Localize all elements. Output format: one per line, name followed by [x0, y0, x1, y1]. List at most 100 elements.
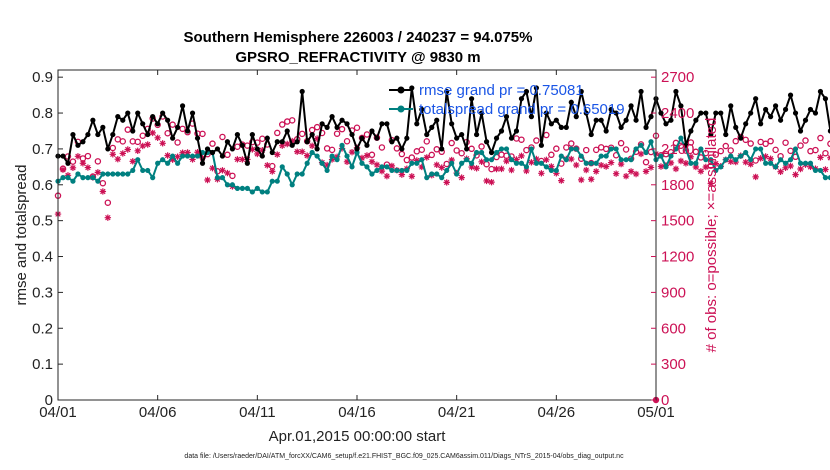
chart-title: Southern Hemisphere 226003 / 240237 = 94… — [184, 29, 533, 46]
totalspread-point — [135, 157, 141, 163]
obs-assimilated-point — [284, 140, 291, 148]
rmse-point — [239, 142, 245, 148]
totalspread-point — [379, 164, 385, 170]
rmse-point — [523, 88, 530, 95]
obs-assimilated-point — [129, 158, 136, 165]
obs-possible-point — [353, 124, 361, 132]
obs-assimilated-point — [343, 158, 351, 166]
rmse-point — [723, 131, 729, 138]
rmse-point — [464, 146, 470, 152]
obs-assimilated-point — [398, 171, 406, 178]
totalspread-point — [60, 175, 66, 181]
totalspread-point — [763, 160, 769, 166]
obs-possible-point — [478, 143, 485, 150]
rmse-point — [608, 106, 614, 113]
totalspread-point — [593, 160, 599, 166]
obs-assimilated-point — [109, 151, 117, 158]
rmse-point — [483, 139, 490, 145]
rmse-point — [374, 135, 380, 141]
obs-assimilated-point — [573, 161, 580, 169]
obs-assimilated-point — [149, 129, 156, 137]
rmse-point — [563, 124, 569, 130]
obs-possible-point — [343, 138, 351, 145]
obs-assimilated-point — [538, 170, 545, 177]
totalspread-point — [568, 146, 574, 152]
data-file-footer: data file: /Users/raeder/DAI/ATM_forcXX/… — [184, 453, 624, 460]
totalspread-point — [369, 171, 375, 177]
obs-possible-point — [219, 133, 226, 141]
rmse-point — [359, 135, 365, 141]
rmse-point — [787, 92, 794, 98]
rmse-point — [125, 110, 131, 116]
totalspread-point — [414, 160, 420, 166]
y2-tick-label: 300 — [661, 356, 686, 373]
obs-assimilated-point — [249, 146, 256, 153]
obs-assimilated-point — [752, 173, 759, 181]
rmse-point — [140, 121, 146, 127]
totalspread-point — [563, 157, 569, 163]
rmse-point — [768, 114, 774, 120]
rmse-point — [753, 96, 759, 102]
rmse-point — [379, 121, 385, 127]
y2-axis-label: # of obs: o=possible; ×=assimilated — [703, 118, 720, 353]
obs-possible-point — [548, 151, 555, 159]
totalspread-point — [120, 171, 126, 177]
obs-assimilated-point — [234, 156, 241, 163]
obs-possible-point — [109, 144, 117, 152]
obs-assimilated-point — [134, 147, 141, 155]
obs-possible-point — [398, 150, 406, 158]
obs-assimilated-point — [588, 176, 595, 183]
rmse-point — [713, 110, 719, 116]
x-tick-label: 04/21 — [438, 404, 476, 421]
rmse-point — [229, 146, 236, 152]
rmse-point — [718, 110, 724, 116]
obs-assimilated-point — [667, 159, 675, 167]
obs-possible-point — [747, 140, 754, 147]
rmse-point — [474, 131, 480, 138]
obs-assimilated-point — [274, 151, 281, 158]
totalspread-point — [105, 171, 111, 177]
obs-assimilated-point — [597, 161, 605, 169]
totalspread-point — [454, 171, 460, 177]
totalspread-point — [618, 157, 624, 163]
y-tick-label: 0.3 — [32, 284, 53, 301]
totalspread-point — [160, 157, 166, 163]
obs-assimilated-point — [568, 155, 575, 163]
y-tick-label: 0.6 — [32, 177, 53, 194]
obs-assimilated-point — [787, 162, 794, 170]
obs-assimilated-point — [612, 170, 620, 177]
rmse-point — [254, 146, 260, 152]
rmse-point — [204, 146, 211, 152]
rmse-point — [807, 106, 814, 113]
rmse-point — [518, 96, 525, 102]
totalspread-point — [658, 153, 664, 159]
obs-assimilated-point — [179, 149, 186, 156]
y2-axis-ticks: 0 300 600 900 1200 1500 1800 2100 2400 2700 — [651, 69, 694, 409]
rmse-point — [324, 124, 330, 130]
obs-possible-point — [533, 137, 540, 144]
totalspread-point — [708, 157, 714, 163]
obs-assimilated-point — [528, 159, 535, 166]
totalspread-point — [424, 175, 430, 181]
rmse-point — [199, 160, 206, 166]
rmse-point — [498, 128, 505, 134]
obs-possible-point — [224, 151, 231, 159]
totalspread-point — [663, 164, 669, 170]
obs-possible-point — [518, 136, 525, 143]
obs-assimilated-point — [822, 166, 829, 173]
totalspread-point — [70, 178, 76, 184]
obs-assimilated-point — [483, 177, 490, 185]
obs-assimilated-point — [294, 148, 301, 155]
obs-assimilated-point — [348, 148, 356, 156]
obs-assimilated-point — [702, 163, 710, 171]
obs-assimilated-point — [593, 168, 600, 175]
totalspread-point — [374, 167, 380, 174]
totalspread-point — [703, 157, 709, 163]
x-tick-label: 05/01 — [637, 404, 675, 421]
obs-assimilated-point — [622, 172, 630, 180]
obs-assimilated-point — [124, 146, 131, 153]
rmse-point — [424, 131, 430, 138]
obs-assimilated-point — [558, 177, 565, 184]
totalspread-point — [194, 153, 201, 159]
y2-tick-label: 0 — [661, 392, 669, 409]
